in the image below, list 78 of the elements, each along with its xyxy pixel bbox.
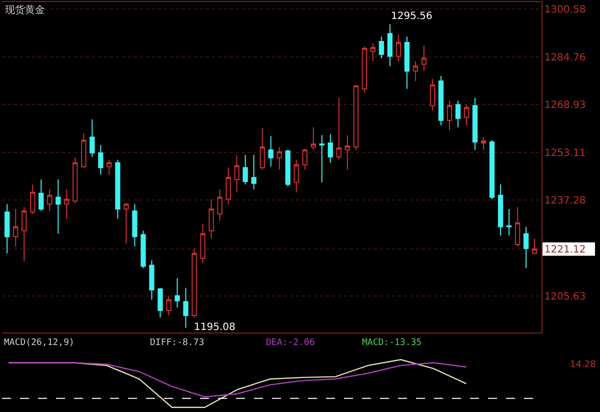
candlestick — [276, 146, 282, 170]
candlestick — [64, 188, 70, 220]
candlestick — [30, 184, 36, 214]
candlestick — [72, 157, 78, 204]
candlestick — [396, 34, 402, 62]
candlestick — [166, 295, 172, 316]
annotation: 1295.56 — [391, 11, 432, 22]
candlestick — [489, 140, 495, 200]
y-tick-label: 1300.58 — [544, 4, 586, 16]
candlestick — [532, 238, 538, 255]
candlestick — [56, 179, 61, 234]
candlestick — [514, 206, 520, 248]
candlestick — [421, 44, 427, 72]
candlestick — [455, 100, 461, 128]
candlestick — [387, 24, 393, 67]
text: MACD(26,12,9) — [4, 338, 74, 348]
candlestick — [370, 43, 376, 62]
candlestick — [115, 159, 120, 220]
y-tick-label: 1237.28 — [544, 196, 586, 207]
candlestick — [200, 223, 206, 264]
y-tick-label: 1268.93 — [544, 100, 586, 112]
candlestick — [446, 100, 452, 131]
candlestick — [106, 159, 112, 176]
candlestick — [234, 154, 240, 193]
candlestick — [124, 202, 129, 244]
candlestick — [438, 76, 444, 126]
candlestick — [217, 188, 222, 222]
y-tick-label: 1205.63 — [544, 291, 586, 302]
candlestick — [378, 36, 384, 59]
candlestick — [140, 230, 146, 269]
candlestick — [353, 84, 358, 150]
candlestick — [242, 154, 248, 185]
candlestick — [149, 260, 154, 300]
candlestick — [192, 248, 197, 318]
candlestick — [336, 97, 342, 160]
text: 14.28 — [570, 360, 596, 370]
text: DEA:-2.06 — [266, 338, 315, 348]
candlestick — [13, 208, 18, 248]
candlestick — [226, 167, 231, 205]
candlestick — [132, 204, 138, 248]
candlestick — [90, 118, 95, 158]
candlestick — [98, 144, 104, 176]
candlestick — [344, 134, 350, 170]
candlestick — [472, 97, 478, 150]
candlestick — [251, 154, 256, 190]
text: MACD:-13.35 — [362, 338, 422, 348]
candlestick — [302, 148, 308, 170]
candlestick — [174, 278, 180, 308]
candlestick — [183, 287, 188, 328]
candlestick — [268, 136, 274, 168]
candlestick — [480, 136, 486, 150]
candlestick — [158, 287, 163, 318]
candlestick — [38, 179, 44, 212]
candlestick — [208, 198, 214, 240]
candlestick — [4, 204, 10, 254]
candlestick — [260, 128, 265, 170]
candlestick — [430, 78, 436, 112]
candlestick — [464, 104, 470, 126]
candlestick — [404, 36, 410, 90]
text: DIFF:-8.73 — [150, 338, 204, 348]
candlestick — [506, 208, 512, 236]
candlestick — [412, 60, 418, 82]
candlestick — [319, 134, 324, 183]
chart-title: 现货黄金 — [5, 4, 45, 16]
candlestick — [285, 149, 290, 187]
candlestick — [362, 46, 368, 94]
candlestick — [310, 126, 316, 150]
candlestick — [81, 132, 86, 168]
y-tick-label: 1253.11 — [544, 148, 586, 159]
candlestick — [47, 188, 52, 212]
candlestick — [22, 206, 27, 262]
annotation: 1195.08 — [194, 322, 236, 333]
candlestick — [294, 159, 299, 193]
candlestick — [498, 184, 504, 236]
candlestick — [328, 134, 333, 164]
candlestick — [523, 226, 529, 269]
y-tick-label: 1221.12 — [544, 244, 586, 256]
y-tick-label: 1284.76 — [544, 52, 586, 64]
